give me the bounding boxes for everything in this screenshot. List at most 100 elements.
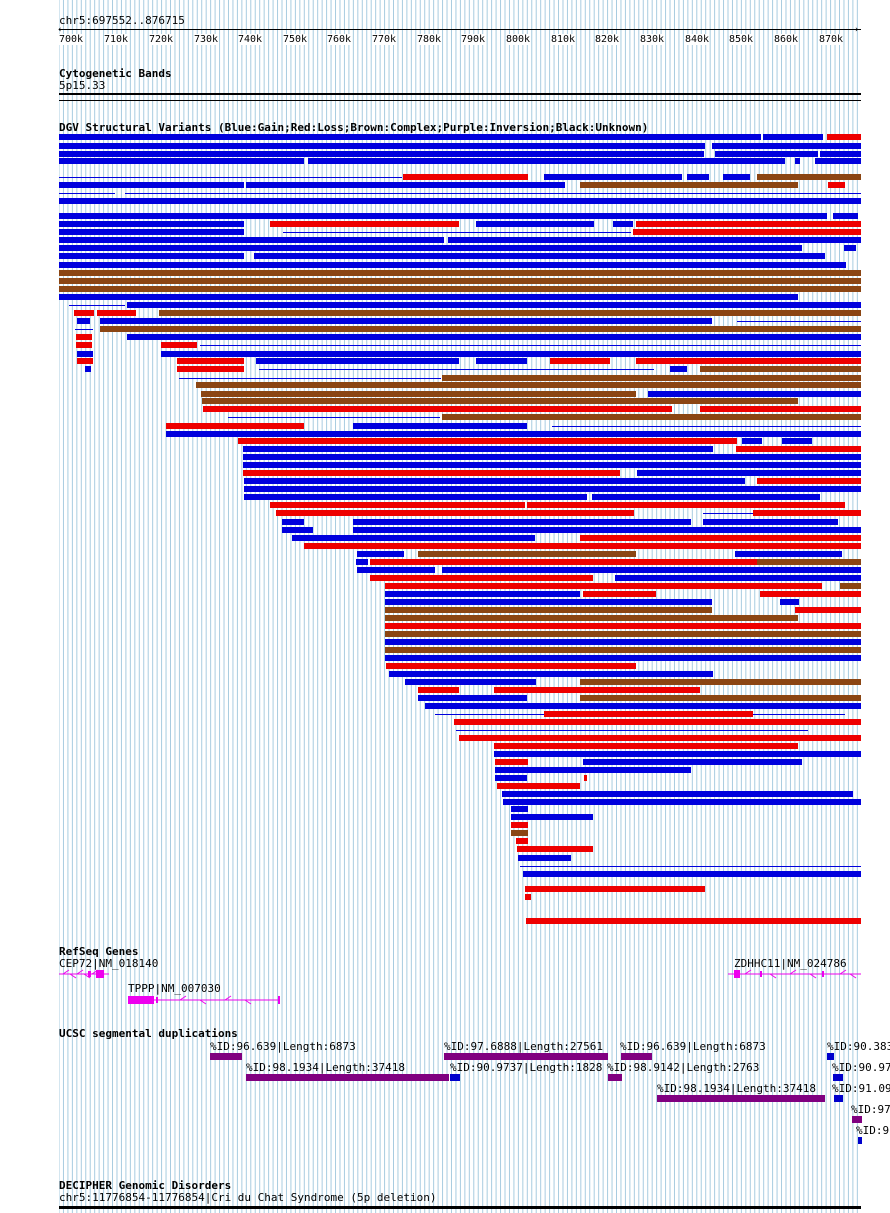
dgv-variant-bar[interactable] <box>370 575 593 581</box>
decipher-title[interactable]: DECIPHER Genomic Disorders <box>59 1179 232 1192</box>
dgv-variant-span[interactable] <box>737 321 861 322</box>
dgv-variant-bar[interactable] <box>59 213 827 219</box>
dgv-variant-bar[interactable] <box>418 687 459 693</box>
cyto-band-label[interactable]: 5p15.33 <box>59 79 106 92</box>
dgv-variant-bar[interactable] <box>495 767 528 773</box>
dgv-variant-span[interactable] <box>59 177 402 178</box>
dgv-variant-bar[interactable] <box>757 478 861 484</box>
dgv-variant-bar[interactable] <box>476 221 594 227</box>
dgv-variant-bar[interactable] <box>244 478 745 484</box>
dgv-variant-bar[interactable] <box>76 342 92 348</box>
dgv-variant-bar[interactable] <box>59 262 846 268</box>
dgv-variant-bar[interactable] <box>386 663 636 669</box>
dgv-variant-bar[interactable] <box>715 151 818 157</box>
dgv-variant-bar[interactable] <box>503 799 861 805</box>
segdup-bar[interactable] <box>858 1137 862 1144</box>
segdup-label[interactable]: %ID:98.1934|Length:37418 <box>657 1082 816 1095</box>
segdup-label[interactable]: %ID:96.639|Length:6873 <box>620 1040 766 1053</box>
dgv-variant-bar[interactable] <box>77 358 93 364</box>
segdup-bar[interactable] <box>246 1074 449 1081</box>
dgv-variant-bar[interactable] <box>736 446 861 452</box>
dgv-variant-bar[interactable] <box>282 519 304 525</box>
segdup-label[interactable]: %ID:98.1934|Length:37418 <box>246 1061 405 1074</box>
dgv-variant-bar[interactable] <box>502 791 853 797</box>
dgv-variant-bar[interactable] <box>583 591 656 597</box>
dgv-variant-bar[interactable] <box>700 366 861 372</box>
dgv-variant-bar[interactable] <box>385 631 861 637</box>
dgv-variant-bar[interactable] <box>389 671 713 677</box>
segdup-label[interactable]: %ID:96.639|Length:6873 <box>210 1040 356 1053</box>
segdup-bar[interactable] <box>827 1053 834 1060</box>
dgv-variant-bar[interactable] <box>418 551 636 557</box>
dgv-variant-span[interactable] <box>59 193 115 194</box>
dgv-variant-bar[interactable] <box>780 599 799 605</box>
dgv-variant-bar[interactable] <box>592 494 820 500</box>
dgv-variant-bar[interactable] <box>353 527 861 533</box>
dgv-variant-span[interactable] <box>179 378 441 379</box>
dgv-variant-bar[interactable] <box>580 182 798 188</box>
cyto-title[interactable]: Cytogenetic Bands <box>59 67 172 80</box>
dgv-variant-bar[interactable] <box>544 174 682 180</box>
dgv-variant-bar[interactable] <box>757 559 861 565</box>
segdup-label[interactable]: %ID:90.973 <box>832 1061 890 1074</box>
dgv-variant-span[interactable] <box>228 417 440 418</box>
gene-label-tppp[interactable]: TPPP|NM_007030 <box>128 982 221 995</box>
dgv-variant-bar[interactable] <box>177 358 244 364</box>
dgv-variant-bar[interactable] <box>238 438 737 444</box>
dgv-variant-bar[interactable] <box>385 615 798 621</box>
dgv-variant-bar[interactable] <box>59 229 244 235</box>
dgv-variant-bar[interactable] <box>59 294 798 300</box>
dgv-variant-bar[interactable] <box>795 158 800 164</box>
dgv-variant-bar[interactable] <box>405 679 536 685</box>
dgv-variant-bar[interactable] <box>518 855 571 861</box>
dgv-variant-bar[interactable] <box>511 830 528 836</box>
dgv-variant-bar[interactable] <box>476 358 527 364</box>
dgv-variant-bar[interactable] <box>580 679 861 685</box>
dgv-variant-bar[interactable] <box>757 174 861 180</box>
dgv-variant-bar[interactable] <box>243 470 620 476</box>
dgv-variant-bar[interactable] <box>353 519 691 525</box>
dgv-variant-bar[interactable] <box>246 182 565 188</box>
dgv-variant-bar[interactable] <box>270 502 525 508</box>
dgv-variant-bar[interactable] <box>527 502 845 508</box>
dgv-variant-bar[interactable] <box>525 894 531 900</box>
dgv-variant-bar[interactable] <box>243 462 861 468</box>
dgv-variant-bar[interactable] <box>59 253 244 259</box>
dgv-variant-bar[interactable] <box>59 151 704 157</box>
dgv-variant-bar[interactable] <box>177 366 244 372</box>
dgv-variant-bar[interactable] <box>97 310 136 316</box>
dgv-variant-bar[interactable] <box>523 871 861 877</box>
dgv-variant-bar[interactable] <box>820 151 861 157</box>
dgv-variant-bar[interactable] <box>723 174 750 180</box>
dgv-variant-bar[interactable] <box>494 687 700 693</box>
dgv-variant-bar[interactable] <box>828 182 845 188</box>
dgv-variant-bar[interactable] <box>357 567 435 573</box>
dgv-variant-bar[interactable] <box>385 655 861 661</box>
dgv-variant-bar[interactable] <box>495 759 528 765</box>
dgv-variant-bar[interactable] <box>840 583 861 589</box>
dgv-variant-bar[interactable] <box>544 711 753 717</box>
dgv-variant-bar[interactable] <box>244 486 861 492</box>
dgv-variant-bar[interactable] <box>636 221 861 227</box>
dgv-variant-bar[interactable] <box>517 846 593 852</box>
dgv-variant-bar[interactable] <box>166 423 304 429</box>
dgv-variant-span[interactable] <box>125 193 861 194</box>
dgv-variant-bar[interactable] <box>243 454 861 460</box>
segdup-label[interactable]: %ID:98.9142|Length:2763 <box>607 1061 760 1074</box>
dgv-variant-bar[interactable] <box>59 237 444 243</box>
dgv-variant-bar[interactable] <box>760 591 861 597</box>
dgv-variant-bar[interactable] <box>76 334 92 340</box>
dgv-variant-bar[interactable] <box>844 245 856 251</box>
dgv-variant-bar[interactable] <box>59 198 861 204</box>
segdup-label[interactable]: %ID:97.6888|Length:27561 <box>444 1040 603 1053</box>
dgv-variant-bar[interactable] <box>525 886 705 892</box>
segdup-bar[interactable] <box>834 1095 843 1102</box>
dgv-variant-bar[interactable] <box>516 838 528 844</box>
dgv-variant-bar[interactable] <box>308 158 785 164</box>
dgv-variant-bar[interactable] <box>59 158 304 164</box>
dgv-variant-bar[interactable] <box>636 358 861 364</box>
dgv-variant-bar[interactable] <box>370 559 861 565</box>
dgv-variant-bar[interactable] <box>583 759 802 765</box>
dgv-variant-bar[interactable] <box>580 695 861 701</box>
dgv-variant-bar[interactable] <box>59 182 244 188</box>
